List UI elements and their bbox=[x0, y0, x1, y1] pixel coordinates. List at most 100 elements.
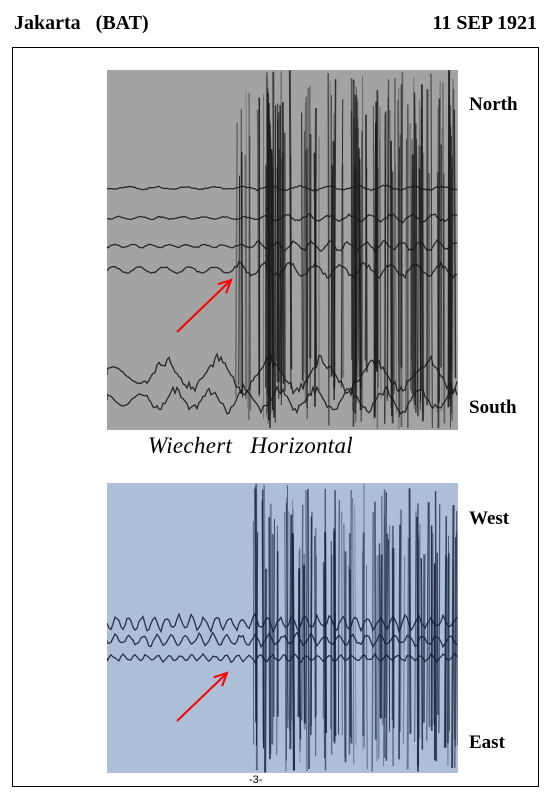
timing-streak bbox=[322, 568, 325, 719]
seismic-trace bbox=[107, 384, 458, 415]
timing-streak bbox=[276, 103, 280, 400]
timing-streak bbox=[375, 89, 379, 370]
timing-streak bbox=[306, 87, 309, 420]
timing-streak bbox=[306, 488, 310, 769]
west-label: West bbox=[469, 508, 510, 529]
timing-streak bbox=[386, 97, 389, 398]
timing-streak bbox=[304, 96, 308, 404]
timing-streak bbox=[340, 99, 344, 388]
north-label: North bbox=[469, 94, 518, 115]
timing-streak bbox=[391, 547, 394, 767]
timing-streak bbox=[372, 105, 375, 419]
seismic-trace bbox=[107, 238, 458, 253]
timing-streak bbox=[420, 84, 424, 422]
timing-streak bbox=[430, 73, 433, 428]
page-number: -3- bbox=[249, 774, 263, 786]
timing-streak bbox=[352, 498, 355, 765]
timing-streak bbox=[398, 170, 400, 417]
timing-streak bbox=[337, 500, 340, 735]
timing-streak bbox=[455, 531, 458, 746]
timing-streak bbox=[305, 490, 308, 772]
timing-streak bbox=[277, 112, 281, 371]
arrow-head bbox=[217, 278, 233, 294]
timing-streak bbox=[238, 175, 241, 386]
seismic-trace bbox=[107, 260, 458, 280]
timing-streak bbox=[313, 108, 317, 407]
arrival-arrow bbox=[176, 279, 232, 333]
timing-streak bbox=[358, 158, 362, 389]
timing-streak bbox=[281, 102, 285, 384]
timing-streak bbox=[334, 490, 337, 736]
timing-streak bbox=[300, 504, 304, 721]
timing-streak bbox=[364, 167, 368, 361]
timing-streak bbox=[279, 158, 282, 382]
timing-streak bbox=[412, 77, 415, 402]
east-label: East bbox=[469, 732, 505, 753]
timing-streak bbox=[431, 532, 435, 725]
page-frame bbox=[12, 47, 539, 787]
timing-streak bbox=[428, 502, 431, 728]
timing-streak bbox=[248, 135, 251, 421]
timing-streak bbox=[280, 151, 284, 405]
timing-streak bbox=[422, 554, 426, 723]
timing-streak bbox=[361, 551, 364, 751]
timing-streak bbox=[303, 101, 306, 374]
timing-streak bbox=[248, 92, 252, 411]
timing-streak bbox=[400, 72, 404, 367]
timing-streak bbox=[451, 505, 455, 769]
timing-streak bbox=[302, 131, 305, 387]
timing-streak bbox=[374, 501, 377, 740]
timing-streak bbox=[355, 117, 359, 403]
timing-streak bbox=[414, 511, 417, 743]
timing-streak bbox=[388, 539, 391, 733]
timing-streak bbox=[309, 516, 313, 736]
timing-streak bbox=[408, 488, 412, 734]
timing-streak bbox=[453, 109, 457, 379]
timing-streak bbox=[426, 502, 429, 741]
timing-streak bbox=[330, 165, 334, 377]
timing-streak bbox=[436, 107, 439, 413]
timing-streak bbox=[442, 173, 446, 424]
seismogram-west-east-trace bbox=[107, 483, 458, 773]
seismic-trace bbox=[107, 612, 458, 634]
timing-streak bbox=[371, 511, 374, 772]
timing-streak bbox=[451, 78, 454, 371]
timing-streak bbox=[324, 532, 327, 733]
seismic-trace bbox=[107, 212, 458, 224]
seismogram-west-east bbox=[107, 483, 458, 773]
timing-streak bbox=[442, 82, 444, 379]
timing-streak bbox=[380, 495, 384, 725]
timing-streak bbox=[291, 533, 296, 771]
timing-streak bbox=[244, 154, 247, 400]
timing-streak bbox=[443, 555, 447, 748]
timing-streak bbox=[264, 568, 268, 773]
arrow-head bbox=[213, 671, 229, 687]
timing-streak bbox=[284, 512, 287, 772]
timing-streak bbox=[298, 569, 302, 740]
timing-streak bbox=[261, 500, 265, 743]
timing-streak bbox=[415, 138, 419, 417]
seismic-trace bbox=[107, 184, 458, 192]
timing-streak bbox=[420, 558, 424, 750]
timing-streak bbox=[379, 139, 382, 400]
arrival-arrow bbox=[176, 672, 228, 722]
timing-streak bbox=[406, 538, 410, 770]
timing-streak bbox=[245, 89, 248, 409]
timing-streak bbox=[402, 555, 406, 744]
timing-streak bbox=[263, 485, 267, 773]
timing-streak bbox=[395, 163, 397, 414]
timing-streak bbox=[434, 491, 438, 762]
timing-streak bbox=[327, 72, 330, 426]
timing-streak bbox=[378, 543, 382, 718]
timing-streak bbox=[268, 517, 271, 760]
timing-streak bbox=[385, 533, 389, 761]
station-title: Jakarta (BAT) bbox=[14, 12, 149, 34]
seismic-trace bbox=[107, 631, 458, 649]
timing-streak bbox=[328, 81, 331, 381]
timing-streak bbox=[438, 504, 441, 734]
event-date: 11 SEP 1921 bbox=[432, 12, 537, 34]
timing-streak bbox=[357, 101, 359, 362]
timing-streak bbox=[241, 151, 244, 398]
timing-streak bbox=[254, 488, 258, 722]
timing-streak bbox=[341, 511, 343, 736]
